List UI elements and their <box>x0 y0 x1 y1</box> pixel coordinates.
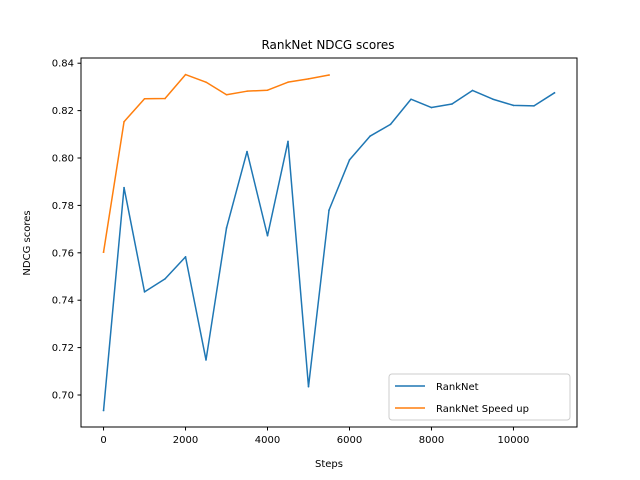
chart-title: RankNet NDCG scores <box>261 38 394 52</box>
data-point-ranknet <box>553 92 556 94</box>
data-point-ranknet <box>430 106 433 109</box>
data-point-ranknet <box>533 105 535 107</box>
data-point-ranknet-speed-up <box>102 251 105 253</box>
y-tick-label: 0.84 <box>52 59 74 70</box>
data-point-ranknet <box>369 135 371 138</box>
data-point-ranknet <box>348 159 351 161</box>
legend: RankNet RankNet Speed up <box>388 373 571 421</box>
series-layer <box>102 73 556 412</box>
data-point-ranknet <box>164 278 166 280</box>
legend-box <box>388 373 571 421</box>
data-point-ranknet-speed-up <box>246 90 248 92</box>
x-tick-label: 0 <box>100 435 106 446</box>
x-tick-label: 4000 <box>255 435 280 446</box>
data-point-ranknet-speed-up <box>328 74 330 76</box>
data-point-ranknet <box>184 256 187 258</box>
y-tick-label: 0.78 <box>52 201 74 212</box>
plot-area: 0 2000 4000 6000 8000 10000 0.700.720.740.760… <box>52 57 578 446</box>
data-point-ranknet-speed-up <box>164 97 166 100</box>
y-tick-label: 0.82 <box>52 106 74 117</box>
y-axis-ticks: 0.70 0.72 0.74 0.76 0.78 0.80 0.82 0.84 <box>52 59 81 402</box>
data-point-ranknet <box>266 234 269 237</box>
data-point-ranknet <box>328 209 330 211</box>
data-point-ranknet <box>205 359 207 361</box>
x-tick-label: 6000 <box>337 435 362 446</box>
data-point-ranknet-speed-up <box>184 73 187 76</box>
data-point-ranknet <box>225 227 228 229</box>
data-point-ranknet <box>389 123 392 126</box>
y-tick-label: 0.74 <box>52 296 74 307</box>
data-point-ranknet <box>512 104 515 107</box>
y-tick-label: 0.80 <box>52 154 74 165</box>
data-point-ranknet <box>143 291 146 293</box>
data-point-ranknet-speed-up <box>143 97 146 100</box>
data-point-ranknet-speed-up <box>287 81 289 83</box>
data-point-ranknet <box>410 98 412 101</box>
x-axis-ticks: 0 2000 4000 6000 8000 10000 <box>100 427 529 446</box>
y-tick-label: 0.76 <box>52 248 74 259</box>
y-tick-label: 0.70 <box>52 391 74 402</box>
plot-background <box>81 58 577 427</box>
y-axis-label: NDCG scores <box>22 210 33 275</box>
data-point-ranknet <box>102 409 105 412</box>
data-point-ranknet <box>307 385 310 388</box>
series-line-ranknet-speed-up <box>102 73 330 253</box>
data-point-ranknet <box>451 103 453 105</box>
data-point-ranknet <box>287 140 289 143</box>
data-point-ranknet <box>492 98 494 101</box>
data-point-ranknet-speed-up <box>307 78 310 80</box>
data-point-ranknet <box>471 89 474 92</box>
legend-label-ranknet-speed-up: RankNet Speed up <box>436 404 529 415</box>
plot-frame <box>80 57 578 428</box>
x-tick-label: 8000 <box>419 435 444 446</box>
data-point-ranknet-speed-up <box>266 89 269 92</box>
x-tick-label: 2000 <box>173 435 198 446</box>
y-tick-label: 0.72 <box>52 343 74 354</box>
x-tick-label: 10000 <box>498 435 530 446</box>
legend-label-ranknet: RankNet <box>436 382 479 393</box>
data-point-ranknet <box>123 186 125 189</box>
data-point-ranknet-speed-up <box>205 81 207 83</box>
x-axis-label: Steps <box>315 459 343 470</box>
data-point-ranknet-speed-up <box>225 93 228 96</box>
data-point-ranknet-speed-up <box>123 120 125 123</box>
data-point-ranknet <box>246 150 248 153</box>
